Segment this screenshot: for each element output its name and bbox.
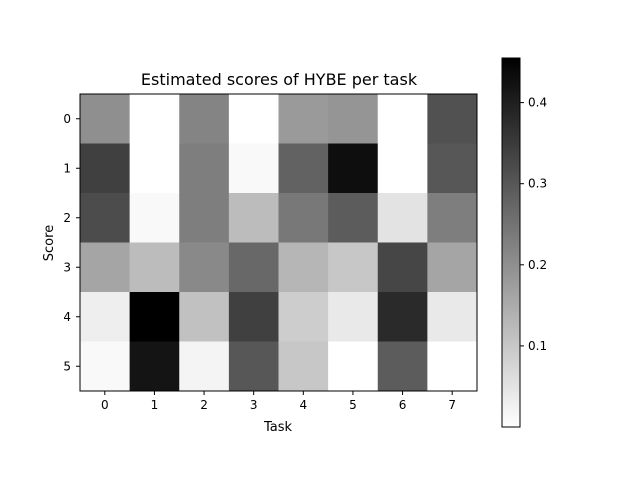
heatmap-cell-r1-c1 [129, 143, 180, 194]
heatmap-cell-r4-c4 [278, 292, 329, 342]
heatmap-cell-r2-c1 [129, 193, 180, 243]
y-tick-label: 3 [63, 260, 71, 274]
x-tick-label: 6 [399, 398, 407, 412]
heatmap-cell-r1-c5 [328, 143, 379, 194]
x-tick-label: 1 [151, 398, 159, 412]
heatmap-cell-r2-c3 [228, 193, 279, 243]
heatmap-cell-r5-c1 [129, 341, 180, 392]
heatmap-cell-r0-c4 [278, 94, 329, 144]
heatmap-cell-r2-c7 [427, 193, 478, 243]
heatmap-cell-r3-c0 [80, 242, 131, 293]
colorbar-tick-label: 0.2 [528, 258, 547, 272]
heatmap-cell-r0-c6 [377, 94, 428, 144]
chart-title: Estimated scores of HYBE per task [141, 70, 418, 89]
heatmap-cell-r4-c7 [427, 292, 478, 342]
y-tick-label: 5 [63, 359, 71, 373]
heatmap-cell-r5-c0 [80, 341, 131, 392]
y-axis-label: Score [42, 225, 57, 261]
heatmap-cell-r5-c7 [427, 341, 478, 392]
heatmap-cell-r3-c1 [129, 242, 180, 293]
colorbar-tick-label: 0.4 [528, 96, 547, 110]
heatmap-cell-r0-c2 [179, 94, 230, 144]
heatmap-cell-r1-c3 [228, 143, 279, 194]
heatmap-cell-r5-c2 [179, 341, 230, 392]
heatmap-cells [80, 94, 478, 392]
heatmap-cell-r4-c5 [328, 292, 379, 342]
colorbar-ticks: 0.1 0.2 0.3 0.4 [520, 96, 547, 353]
x-tick-label: 3 [250, 398, 258, 412]
plot-frame [79, 93, 478, 392]
heatmap-cell-r0-c0 [80, 94, 131, 144]
heatmap-cell-r5-c6 [377, 341, 428, 392]
x-tick-label: 5 [349, 398, 357, 412]
heatmap-cell-r0-c3 [228, 94, 279, 144]
heatmap-cell-r5-c3 [228, 341, 279, 392]
heatmap-cell-r5-c4 [278, 341, 329, 392]
heatmap-cell-r2-c5 [328, 193, 379, 243]
colorbar [501, 57, 521, 428]
heatmap-cell-r1-c6 [377, 143, 428, 194]
heatmap-cell-r4-c0 [80, 292, 131, 342]
x-tick-label: 4 [299, 398, 307, 412]
heatmap-cell-r1-c2 [179, 143, 230, 194]
heatmap-cell-r3-c6 [377, 242, 428, 293]
heatmap-cell-r2-c6 [377, 193, 428, 243]
heatmap-cell-r1-c0 [80, 143, 131, 194]
heatmap-cell-r3-c5 [328, 242, 379, 293]
heatmap-cell-r2-c4 [278, 193, 329, 243]
x-axis-ticks: 0 1 2 3 4 5 6 7 [101, 391, 456, 412]
x-tick-label: 7 [448, 398, 456, 412]
x-axis-label: Task [263, 420, 293, 435]
heatmap-cell-r5-c5 [328, 341, 379, 392]
colorbar-tick-label: 0.1 [528, 339, 547, 353]
heatmap-cell-r1-c4 [278, 143, 329, 194]
y-tick-label: 1 [63, 161, 71, 175]
heatmap-cell-r0-c5 [328, 94, 379, 144]
heatmap-cell-r3-c4 [278, 242, 329, 293]
heatmap-cell-r4-c3 [228, 292, 279, 342]
heatmap-cell-r3-c7 [427, 242, 478, 293]
heatmap-cell-r4-c6 [377, 292, 428, 342]
heatmap-cell-r0-c7 [427, 94, 478, 144]
x-tick-label: 2 [200, 398, 208, 412]
heatmap-cell-r3-c2 [179, 242, 230, 293]
heatmap-cell-r2-c0 [80, 193, 131, 243]
heatmap-cell-r4-c2 [179, 292, 230, 342]
heatmap-cell-r3-c3 [228, 242, 279, 293]
heatmap-cell-r1-c7 [427, 143, 478, 194]
y-tick-label: 2 [63, 211, 71, 225]
heatmap-cell-r0-c1 [129, 94, 180, 144]
x-tick-label: 0 [101, 398, 109, 412]
heatmap-cell-r2-c2 [179, 193, 230, 243]
y-axis-ticks: 0 1 2 3 4 5 [63, 112, 80, 373]
y-tick-label: 4 [63, 310, 71, 324]
y-tick-label: 0 [63, 112, 71, 126]
heatmap-cell-r4-c1 [129, 292, 180, 342]
colorbar-tick-label: 0.3 [528, 177, 547, 191]
